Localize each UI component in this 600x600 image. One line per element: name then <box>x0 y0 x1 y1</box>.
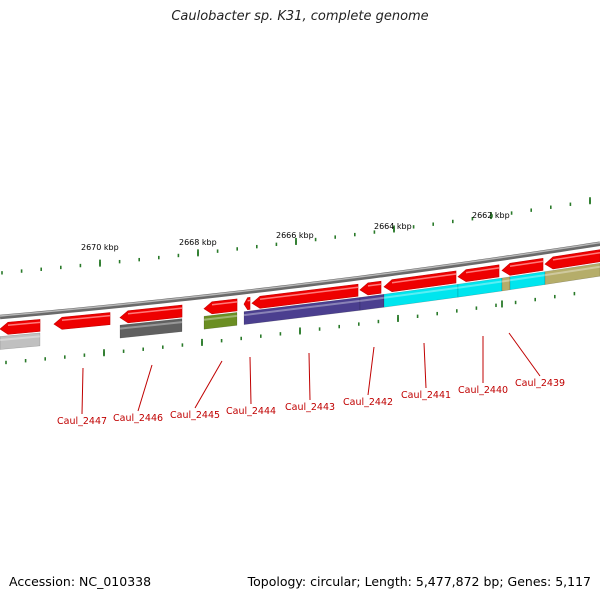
cog-shine <box>243 299 361 317</box>
gene-label: Caul_2441 <box>401 390 451 401</box>
genome-summary-text: Topology: circular; Length: 5,477,872 bp… <box>247 574 591 589</box>
gene-label: Caul_2446 <box>113 413 163 424</box>
label-leader <box>137 364 153 412</box>
cog-block <box>359 294 385 311</box>
cog-shine <box>501 279 511 283</box>
scale-label: 2670 kbp <box>81 243 119 252</box>
scale-label: 2668 kbp <box>179 238 217 247</box>
gene-label: Caul_2445 <box>170 410 220 421</box>
cog-shine <box>359 296 385 302</box>
cog-shine <box>119 321 183 330</box>
map-title: Caulobacter sp. K31, complete genome <box>171 9 429 24</box>
cog-block <box>203 312 238 330</box>
scale-label: 2666 kbp <box>276 231 314 240</box>
cog-shine <box>203 314 238 321</box>
scale-label: 2662 kbp <box>472 211 510 220</box>
cog-block <box>544 262 600 285</box>
label-leader <box>249 356 252 405</box>
cog-shine <box>0 335 41 341</box>
gene-label: Caul_2443 <box>285 402 335 413</box>
gene-label: Caul_2442 <box>343 397 393 408</box>
scale-labels: 2670 kbp 2668 kbp 2666 kbp 2664 kbp 2662 kbp <box>81 211 510 252</box>
gene-arrow <box>243 297 251 311</box>
gene-arrow-shine <box>61 314 111 322</box>
genome-backbone <box>0 241 600 320</box>
cog-shine <box>509 274 546 282</box>
scale-label: 2664 kbp <box>374 222 412 231</box>
gene-arrow-shine <box>391 273 457 284</box>
cog-block <box>119 318 183 339</box>
gene-arrow-shine <box>7 321 41 327</box>
gene-arrow-shine <box>509 260 544 268</box>
label-leader <box>367 346 375 396</box>
gene-arrow <box>359 280 382 296</box>
accession-text: Accession: NC_010338 <box>9 574 152 589</box>
label-leader <box>81 367 84 415</box>
backbone-line <box>0 241 600 320</box>
label-leader <box>308 352 311 401</box>
cog-shine <box>457 280 503 289</box>
cog-block <box>0 332 41 350</box>
backbone-highlight <box>0 241 600 317</box>
cog-shine <box>383 286 459 299</box>
gene-track <box>0 249 600 335</box>
gene-arrow-shine <box>552 251 600 261</box>
gene-label: Caul_2440 <box>458 385 508 396</box>
gene-arrow-shine <box>127 307 183 315</box>
gene-arrow-shine <box>211 301 238 306</box>
gene-labels: Caul_2447 Caul_2446 Caul_2445 Caul_2444 Caul… <box>57 332 565 427</box>
label-leader <box>194 360 223 409</box>
cog-shine <box>544 265 600 277</box>
gene-arrow-shine <box>465 267 500 274</box>
gene-arrow <box>0 319 41 335</box>
gene-arrow <box>203 298 238 315</box>
gene-label: Caul_2439 <box>515 378 565 389</box>
cog-track <box>0 262 600 350</box>
inner-scale-ticks <box>5 291 576 365</box>
label-leader <box>423 342 427 389</box>
cog-block <box>501 276 511 292</box>
gene-arrow-shine <box>259 286 359 301</box>
gene-arrow-shine <box>367 283 382 287</box>
gene-label: Caul_2447 <box>57 416 107 427</box>
label-leader <box>508 332 541 377</box>
outer-scale-ticks <box>1 197 591 275</box>
gene-label: Caul_2444 <box>226 406 276 417</box>
